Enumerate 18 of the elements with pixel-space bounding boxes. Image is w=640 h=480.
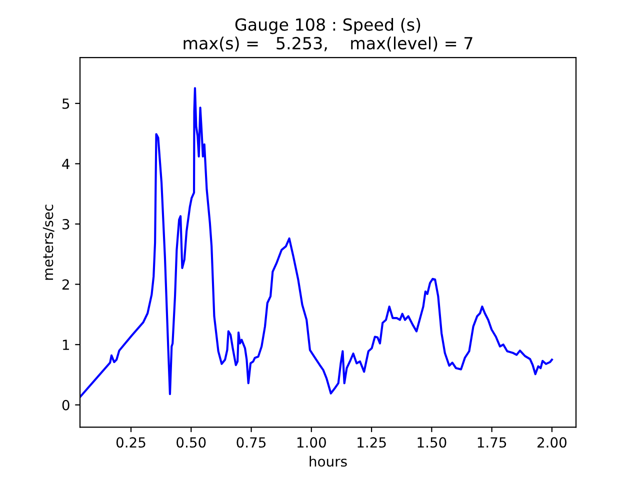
x-tick-label: 1.50 [418, 437, 446, 448]
y-tick-label: 0 [62, 400, 70, 410]
x-axis-title: hours [310, 456, 347, 467]
line-series [80, 87, 553, 398]
y-tick-label: 5 [62, 98, 70, 109]
x-tick-label: 2.00 [538, 437, 566, 448]
x-tick-label: 0.50 [176, 437, 206, 448]
x-tick-label: 1.25 [358, 437, 386, 448]
x-tick-label: 1.75 [478, 437, 506, 448]
y-tick-label: 1 [62, 340, 69, 350]
x-tick-label: 1.00 [297, 437, 326, 448]
x-tick-label: 0.25 [116, 437, 146, 448]
y-tick-label: 3 [62, 218, 70, 230]
y-tick-label: 4 [62, 158, 70, 169]
y-axis-title: meters/sec [42, 204, 54, 280]
y-tick-label: 2 [62, 279, 69, 290]
chart-title: Gauge 108 : Speed (s) max(s) = 5.253, max(level) = 7 [184, 18, 472, 52]
x-tick-label: 0.75 [236, 437, 266, 448]
